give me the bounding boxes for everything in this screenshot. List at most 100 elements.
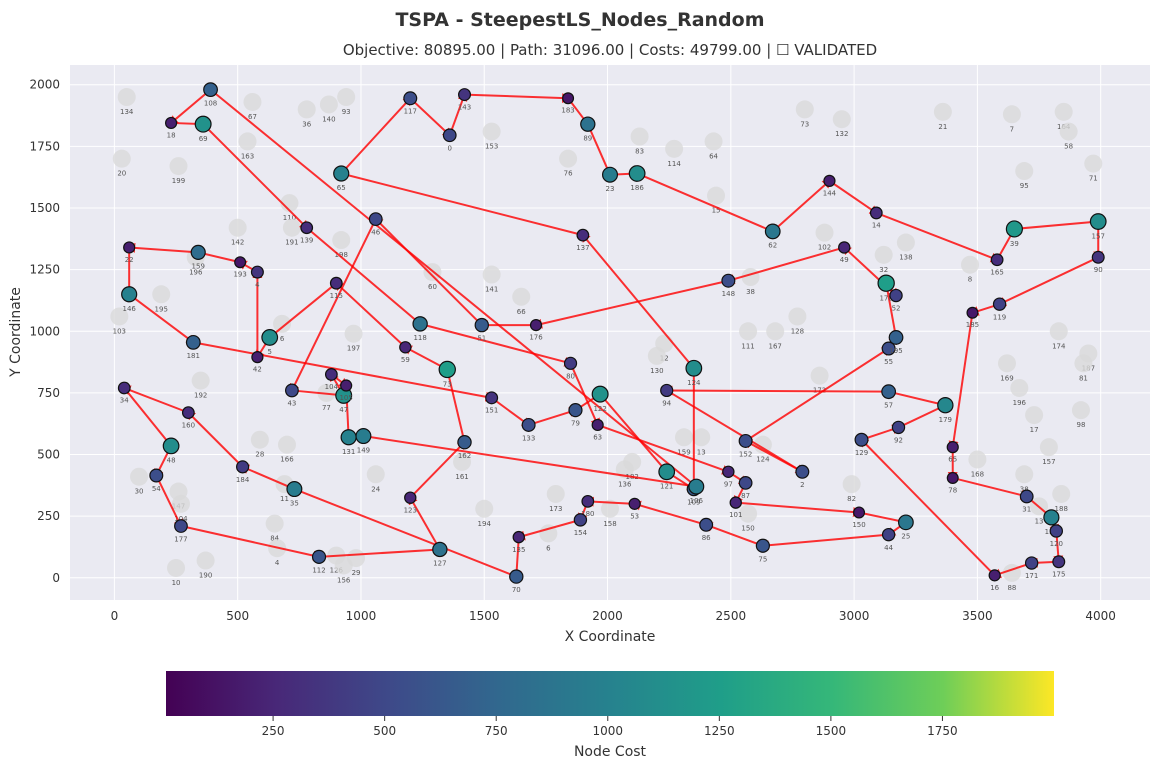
colorbar-tick-label: 1500 (816, 724, 847, 738)
selected-node-label: 46 (371, 228, 380, 236)
unselected-node (788, 307, 807, 326)
selected-node (881, 384, 897, 400)
selected-node-label: 59 (401, 356, 410, 364)
tour-edge (128, 293, 197, 345)
unselected-node (344, 324, 363, 343)
unselected-node (243, 92, 262, 111)
selected-node (699, 517, 714, 532)
unselected-node (1025, 406, 1044, 425)
selected-node-label: 65 (337, 184, 346, 192)
unselected-node (110, 307, 129, 326)
selected-node-label: 55 (884, 358, 893, 366)
selected-node (181, 406, 195, 420)
x-axis-label: X Coordinate (565, 629, 656, 645)
unselected-node-label: 174 (1052, 342, 1066, 350)
tour-edge (318, 544, 444, 558)
y-tick-label: 1250 (29, 263, 60, 277)
unselected-node (366, 465, 385, 484)
tour-edge (528, 407, 580, 426)
colorbar-ticks: 250 500 750 1000 1250 1500 1750 (262, 716, 958, 738)
selected-node-label: 49 (840, 256, 849, 264)
selected-node (261, 329, 279, 346)
unselected-node (167, 558, 186, 577)
selected-node (881, 341, 896, 356)
unselected-node (539, 524, 558, 543)
tour-edge (662, 385, 889, 396)
unselected-node-label: 28 (255, 451, 264, 459)
selected-node-label: 144 (823, 189, 837, 197)
unselected-node (968, 450, 987, 469)
selected-node (591, 418, 604, 432)
selected-node (251, 351, 264, 364)
tour-edge (702, 522, 764, 547)
unselected-node-label: 10 (172, 579, 181, 587)
unselected-node-label: 138 (899, 254, 912, 262)
selected-node (1019, 489, 1034, 504)
unselected-node-label: 128 (791, 327, 804, 335)
unselected-node-label: 67 (248, 113, 257, 121)
tour-edge (193, 341, 496, 402)
unselected-node-label: 141 (485, 286, 498, 294)
selected-node-label: 51 (477, 335, 486, 343)
unselected-node (280, 194, 299, 213)
selected-node (509, 569, 524, 584)
unselected-node-label: 124 (756, 456, 770, 464)
unselected-node (171, 494, 190, 513)
selected-node-label: 122 (593, 405, 606, 413)
tour-edge (464, 93, 573, 104)
unselected-node (707, 186, 726, 205)
selected-node-label: 79 (571, 420, 580, 428)
selected-node-label: 65 (948, 456, 957, 464)
unselected-node (319, 95, 338, 114)
tour-edge (828, 180, 880, 216)
selected-node (529, 319, 543, 332)
unselected-node (692, 428, 711, 447)
unselected-node-label: 64 (709, 152, 718, 160)
unselected-node-label: 71 (1089, 175, 1098, 183)
x-tick-label: 2500 (716, 609, 747, 623)
unselected-node-label: 6 (280, 335, 285, 343)
colorbar-label: Node Cost (574, 744, 647, 760)
selected-node (474, 317, 489, 333)
selected-node-label: 4 (255, 281, 260, 289)
x-tick-label: 500 (226, 609, 249, 623)
selected-node-label: 118 (413, 334, 426, 342)
tour-edge (745, 346, 892, 442)
selected-node-label: 151 (485, 407, 498, 415)
tour-edge (340, 95, 413, 175)
unselected-node-label: 169 (1000, 374, 1013, 382)
selected-node (891, 420, 906, 435)
unselected-node-label: 140 (322, 115, 335, 123)
tour-edge (858, 436, 996, 577)
selected-node-label: 143 (458, 103, 471, 111)
tour-edge (185, 409, 244, 468)
unselected-node (933, 102, 952, 121)
selected-node (764, 223, 781, 240)
selected-node (573, 513, 588, 527)
unselected-node-label: 196 (1013, 399, 1027, 407)
selected-node-label: 43 (287, 400, 296, 408)
unselected-node-label: 190 (199, 572, 212, 580)
tour-edge (120, 385, 189, 414)
unselected-node (546, 484, 565, 503)
tour-edge (125, 242, 199, 254)
selected-node-label: 39 (1010, 240, 1019, 248)
unselected-node-label: 132 (835, 130, 848, 138)
colorbar-tick-label: 500 (373, 724, 396, 738)
selected-node-label: 185 (966, 321, 979, 329)
selected-node (823, 174, 836, 187)
selected-node-label: 193 (233, 271, 246, 279)
selected-node (174, 519, 188, 533)
selected-node-label: 90 (1094, 266, 1103, 274)
selected-node (877, 274, 895, 292)
unselected-node (347, 549, 366, 568)
selected-node (888, 330, 904, 345)
unselected-node (332, 231, 351, 250)
unselected-node (152, 285, 171, 304)
tour-edge (858, 511, 910, 526)
selected-node (234, 256, 247, 269)
selected-node (990, 253, 1004, 267)
tour-edge (882, 279, 898, 338)
tour-edge (291, 389, 348, 400)
selected-node (340, 379, 353, 392)
